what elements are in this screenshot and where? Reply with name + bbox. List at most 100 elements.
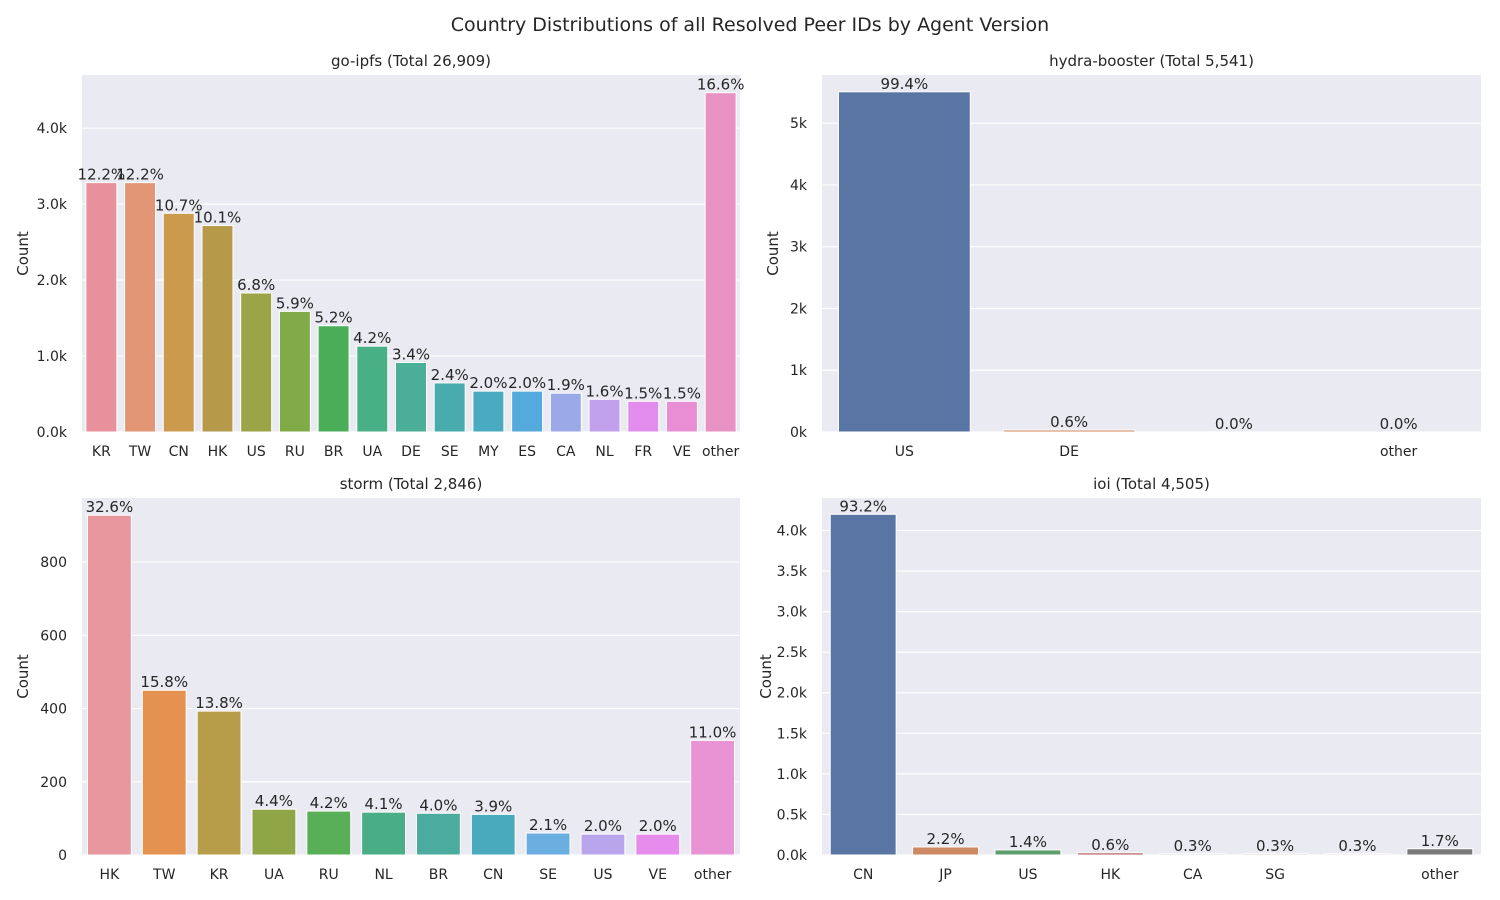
bar-se <box>525 832 571 856</box>
y-tick-label: 3k <box>790 240 808 256</box>
bar-ve <box>665 400 698 433</box>
bar-us <box>837 91 971 433</box>
y-tick-label: 3.0k <box>777 605 808 621</box>
data-label-cn: 10.7% <box>155 196 203 214</box>
bar-us <box>240 292 273 433</box>
x-tick-label: TW <box>152 867 176 883</box>
data-label-other: 16.6% <box>697 76 745 94</box>
x-tick-label: DE <box>401 444 421 460</box>
y-tick-label: 2.0k <box>777 686 808 702</box>
chart-hydra-booster: 0k 1k 2k 3k 4k 5k 99.4% US 0.6% DE 0.0% 0.0% other hy… <box>764 52 1481 460</box>
x-tick-label: BR <box>429 867 449 883</box>
y-axis-label: Count <box>14 231 32 276</box>
data-label-hk: 10.1% <box>194 209 242 227</box>
data-label-tw: 15.8% <box>140 673 188 691</box>
y-tick-label: 3.5k <box>777 564 808 580</box>
y-tick-label: 4.0k <box>777 523 808 539</box>
y-tick-label: 0 <box>58 848 67 864</box>
data-label-kr: 12.2% <box>78 166 126 184</box>
data-label-other: 11.0% <box>689 723 737 741</box>
y-axis-label: Count <box>757 654 775 699</box>
x-tick-label: other <box>1421 867 1459 883</box>
x-tick-label: other <box>694 867 732 883</box>
x-tick-label: US <box>247 444 266 460</box>
panel-title: hydra-booster (Total 5,541) <box>1049 52 1254 70</box>
data-label-ve: 2.0% <box>639 817 677 835</box>
bar-ca <box>549 392 582 433</box>
bar-ve <box>635 833 681 856</box>
bar-nl <box>588 398 621 433</box>
panel-title: go-ipfs (Total 26,909) <box>331 52 491 70</box>
y-tick-label: 4.0k <box>37 121 68 137</box>
x-tick-label: TW <box>128 444 152 460</box>
x-tick-label: VE <box>649 867 667 883</box>
x-tick-label: RU <box>319 867 339 883</box>
bar-tw <box>124 182 157 433</box>
y-tick-label: 0.0k <box>37 425 68 441</box>
x-tick-label: CA <box>556 444 576 460</box>
data-label-cn: 93.2% <box>839 497 887 515</box>
y-tick-label: 1.0k <box>777 767 808 783</box>
x-tick-label: MY <box>478 444 499 460</box>
x-tick-label: CN <box>169 444 189 460</box>
data-label-kr: 13.8% <box>195 694 243 712</box>
data-label-nl: 1.6% <box>585 382 623 400</box>
bar-cn <box>162 212 195 433</box>
bar-fr <box>627 400 660 433</box>
bar-blank-6 <box>1323 853 1391 856</box>
x-tick-label: other <box>1380 444 1418 460</box>
bar-sg <box>1241 853 1309 856</box>
data-label-fr: 1.5% <box>624 384 662 402</box>
data-label-ca: 0.3% <box>1174 837 1212 855</box>
data-label-tw: 12.2% <box>116 166 164 184</box>
bar-kr <box>196 710 242 856</box>
y-tick-label: 2.0k <box>37 273 68 289</box>
bar-se <box>433 382 466 433</box>
data-label-ua: 4.2% <box>353 329 391 347</box>
bar-nl <box>361 811 407 856</box>
panel-title: storm (Total 2,846) <box>340 475 483 493</box>
data-label-ve: 1.5% <box>663 384 701 402</box>
y-tick-label: 800 <box>40 555 67 571</box>
x-tick-label: HK <box>208 444 229 460</box>
bar-other <box>1406 848 1474 856</box>
data-label-es: 2.0% <box>508 374 546 392</box>
x-tick-label: US <box>895 444 914 460</box>
y-tick-label: 0.0k <box>777 848 808 864</box>
x-tick-label: HK <box>1100 867 1121 883</box>
bar-br <box>317 325 350 433</box>
x-tick-label: UA <box>362 444 382 460</box>
y-tick-label: 4k <box>790 178 808 194</box>
data-label-br: 4.0% <box>419 796 457 814</box>
plot-area <box>82 498 740 855</box>
data-label-hk: 0.6% <box>1091 836 1129 854</box>
bar-br <box>415 812 461 856</box>
x-tick-label: RU <box>285 444 305 460</box>
x-tick-label: ES <box>518 444 536 460</box>
bar-de <box>1002 429 1136 433</box>
y-tick-label: 200 <box>40 775 67 791</box>
x-tick-label: DE <box>1059 444 1079 460</box>
bar-hk <box>86 514 132 856</box>
data-label-my: 2.0% <box>469 374 507 392</box>
bar-other <box>704 92 737 433</box>
chart-ioi: 0.0k 0.5k 1.0k 1.5k 2.0k 2.5k 3.0k 3.5k 4.0k 93.2… <box>757 475 1481 883</box>
data-label-jp: 2.2% <box>927 830 965 848</box>
data-label-ru: 4.2% <box>310 794 348 812</box>
x-tick-label: NL <box>374 867 392 883</box>
x-tick-label: CN <box>483 867 503 883</box>
x-tick-label: HK <box>100 867 121 883</box>
x-tick-label: KR <box>210 867 229 883</box>
figure-title: Country Distributions of all Resolved Pe… <box>450 14 1050 36</box>
y-tick-label: 0k <box>790 425 808 441</box>
x-tick-label: SE <box>539 867 557 883</box>
x-tick-label: NL <box>595 444 613 460</box>
bar-ua <box>356 345 389 433</box>
y-tick-label: 1k <box>790 363 808 379</box>
y-tick-label: 0.5k <box>777 807 808 823</box>
x-tick-label: SE <box>441 444 459 460</box>
bar-de <box>395 361 427 433</box>
y-tick-label: 5k <box>790 116 808 132</box>
x-tick-label: KR <box>92 444 111 460</box>
